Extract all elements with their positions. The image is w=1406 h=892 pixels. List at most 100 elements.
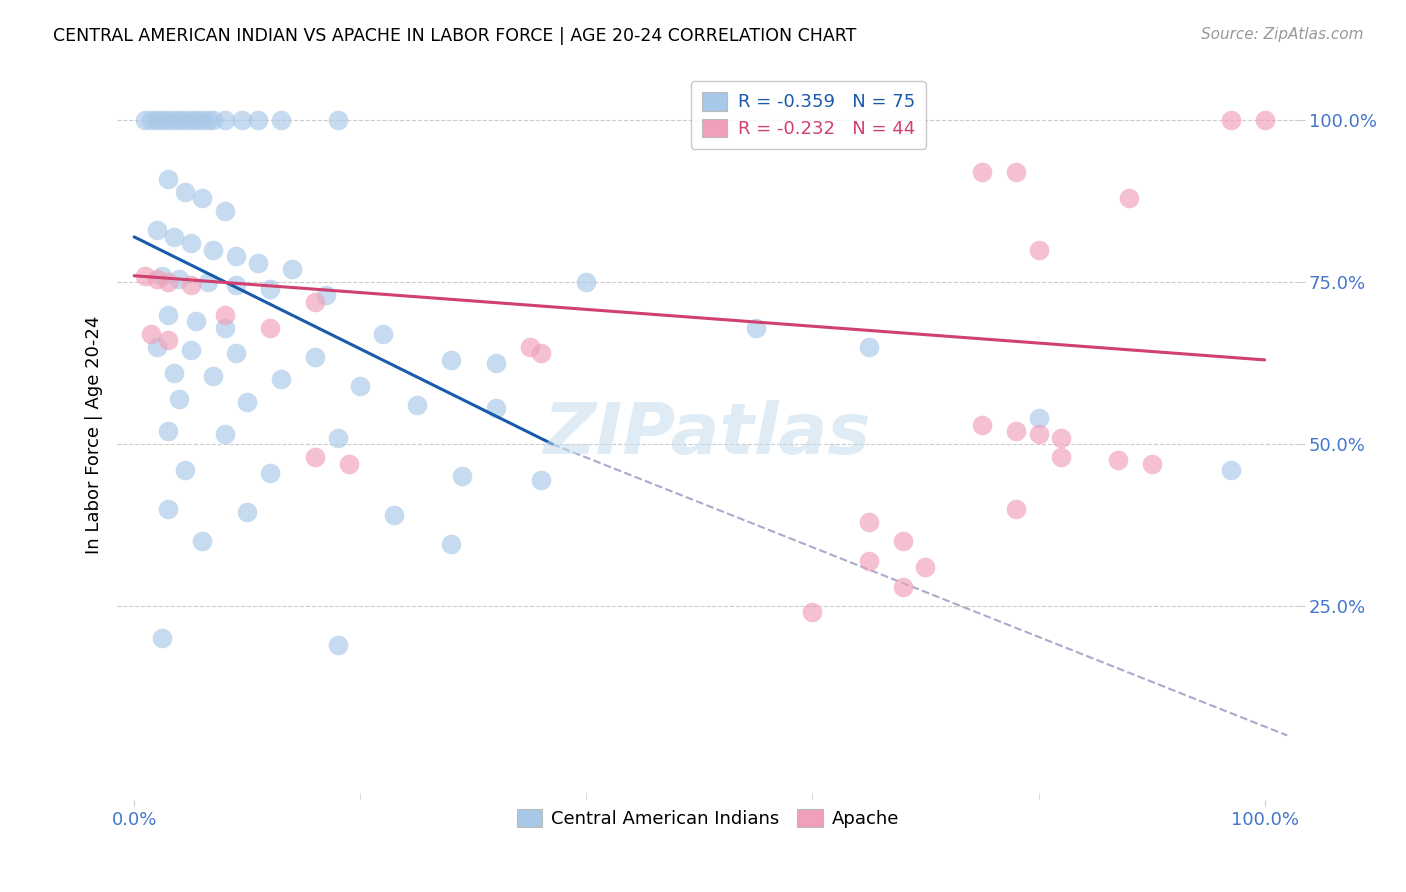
Point	[157, 424, 180, 438]
Point	[1005, 165, 1028, 179]
Point	[858, 515, 880, 529]
Point	[202, 113, 225, 128]
Point	[575, 275, 598, 289]
Point	[157, 308, 180, 322]
Point	[1118, 191, 1140, 205]
Point	[225, 346, 247, 360]
Point	[270, 113, 292, 128]
Point	[225, 249, 247, 263]
Point	[1005, 424, 1028, 438]
Point	[157, 501, 180, 516]
Point	[1140, 457, 1163, 471]
Point	[519, 340, 541, 354]
Point	[891, 580, 914, 594]
Point	[145, 272, 167, 286]
Point	[157, 275, 180, 289]
Point	[530, 346, 553, 360]
Point	[1253, 113, 1275, 128]
Point	[191, 534, 214, 549]
Point	[214, 427, 236, 442]
Point	[1219, 113, 1241, 128]
Point	[225, 278, 247, 293]
Point	[1028, 411, 1050, 425]
Point	[202, 243, 225, 257]
Point	[970, 417, 993, 432]
Point	[152, 113, 174, 128]
Point	[326, 431, 349, 445]
Point	[214, 320, 236, 334]
Point	[1028, 427, 1050, 442]
Point	[247, 113, 270, 128]
Text: Source: ZipAtlas.com: Source: ZipAtlas.com	[1201, 27, 1364, 42]
Point	[485, 401, 508, 416]
Legend: Central American Indians, Apache: Central American Indians, Apache	[509, 801, 907, 835]
Point	[891, 534, 914, 549]
Point	[180, 236, 202, 251]
Point	[157, 334, 180, 348]
Point	[1107, 453, 1129, 467]
Point	[349, 379, 371, 393]
Point	[1219, 463, 1241, 477]
Point	[186, 314, 208, 328]
Point	[858, 554, 880, 568]
Point	[371, 326, 394, 341]
Point	[231, 113, 253, 128]
Point	[530, 473, 553, 487]
Point	[169, 392, 191, 406]
Point	[1005, 501, 1028, 516]
Point	[259, 320, 281, 334]
Point	[304, 350, 326, 364]
Point	[139, 113, 162, 128]
Point	[163, 366, 186, 380]
Point	[326, 638, 349, 652]
Point	[326, 113, 349, 128]
Point	[914, 560, 936, 574]
Point	[134, 113, 156, 128]
Point	[858, 340, 880, 354]
Point	[180, 113, 202, 128]
Point	[1050, 450, 1073, 464]
Point	[174, 463, 197, 477]
Point	[304, 450, 326, 464]
Point	[745, 320, 768, 334]
Point	[186, 113, 208, 128]
Point	[180, 278, 202, 293]
Point	[214, 113, 236, 128]
Y-axis label: In Labor Force | Age 20-24: In Labor Force | Age 20-24	[86, 315, 103, 554]
Point	[145, 113, 167, 128]
Text: CENTRAL AMERICAN INDIAN VS APACHE IN LABOR FORCE | AGE 20-24 CORRELATION CHART: CENTRAL AMERICAN INDIAN VS APACHE IN LAB…	[53, 27, 856, 45]
Point	[134, 268, 156, 283]
Point	[145, 223, 167, 237]
Point	[145, 340, 167, 354]
Point	[236, 505, 259, 519]
Text: ZIPatlas: ZIPatlas	[544, 400, 872, 469]
Point	[259, 467, 281, 481]
Point	[163, 113, 186, 128]
Point	[157, 171, 180, 186]
Point	[152, 268, 174, 283]
Point	[169, 113, 191, 128]
Point	[214, 308, 236, 322]
Point	[382, 508, 405, 523]
Point	[337, 457, 360, 471]
Point	[304, 294, 326, 309]
Point	[1050, 431, 1073, 445]
Point	[270, 372, 292, 386]
Point	[139, 326, 162, 341]
Point	[485, 356, 508, 370]
Point	[197, 113, 219, 128]
Point	[180, 343, 202, 358]
Point	[405, 398, 427, 412]
Point	[259, 282, 281, 296]
Point	[197, 275, 219, 289]
Point	[440, 537, 463, 551]
Point	[451, 469, 474, 483]
Point	[174, 185, 197, 199]
Point	[174, 113, 197, 128]
Point	[163, 230, 186, 244]
Point	[191, 113, 214, 128]
Point	[970, 165, 993, 179]
Point	[202, 369, 225, 384]
Point	[801, 606, 824, 620]
Point	[440, 352, 463, 367]
